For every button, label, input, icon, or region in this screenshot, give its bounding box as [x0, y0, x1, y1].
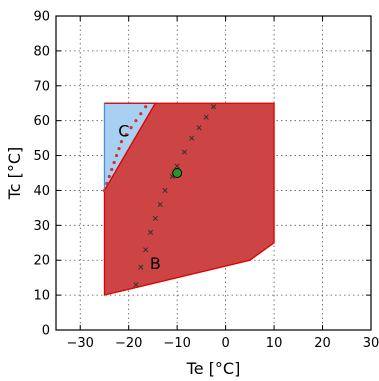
data-point-dot [110, 167, 114, 172]
x-axis-label: Te [°C] [186, 359, 241, 378]
region-labels: CB [118, 122, 161, 274]
y-tick-label: 70 [33, 79, 50, 94]
data-point-dot [117, 146, 121, 151]
plot-frame [55, 15, 372, 331]
x-tick-label: 10 [266, 336, 283, 351]
data-point-x [196, 125, 202, 131]
data-point-x [133, 282, 139, 288]
y-tick-label: 50 [33, 149, 50, 164]
x-tick-label: −10 [163, 336, 190, 351]
data-point-dot [129, 126, 133, 130]
data-point-dot [114, 153, 119, 158]
series-markers [102, 104, 217, 288]
x-tick-label: −30 [67, 336, 94, 351]
data-point-x [147, 229, 154, 235]
x-tick-label: 20 [314, 336, 331, 351]
data-point-x [203, 114, 209, 120]
regions [103, 102, 275, 296]
y-tick-label: 0 [42, 324, 50, 339]
y-tick-label: 40 [33, 184, 50, 199]
y-tick-label: 80 [33, 44, 50, 59]
data-point-x [181, 149, 187, 155]
data-point-x [152, 215, 158, 221]
data-point-x [157, 201, 163, 207]
y-tick-label: 20 [33, 254, 50, 269]
data-point-x [138, 264, 144, 270]
x-tick-label: −20 [115, 336, 142, 351]
data-point-x [143, 247, 149, 253]
data-point-x [174, 163, 180, 169]
axis-ticks: −30 −20 −10 0 10 20 30 0 10 20 30 40 50 60 70 80 90 [33, 10, 379, 352]
data-point-dot [102, 188, 107, 193]
data-point-dot [112, 160, 116, 165]
y-tick-label: 90 [33, 10, 50, 25]
y-tick-label: 60 [33, 114, 50, 129]
data-point-dot [105, 181, 109, 186]
y-tick-label: 10 [33, 289, 50, 304]
data-point-dot [119, 140, 124, 144]
data-point-dot [134, 119, 138, 123]
region-label-c: C [118, 122, 129, 141]
data-point-dot [139, 112, 143, 116]
x-tick-label: 0 [221, 336, 229, 351]
data-point-circle [172, 168, 183, 178]
data-point-x [210, 104, 217, 110]
data-point-x [189, 135, 195, 141]
data-point-dot [124, 133, 128, 137]
y-axis-label: Tc [°C] [5, 147, 24, 201]
region-b [103, 102, 275, 296]
data-point-x [162, 187, 168, 193]
data-point-dot [107, 174, 111, 179]
region-label-b: B [150, 254, 161, 273]
y-tick-label: 30 [33, 219, 50, 234]
data-point-dot [144, 105, 148, 109]
x-tick-label: 30 [363, 336, 379, 351]
